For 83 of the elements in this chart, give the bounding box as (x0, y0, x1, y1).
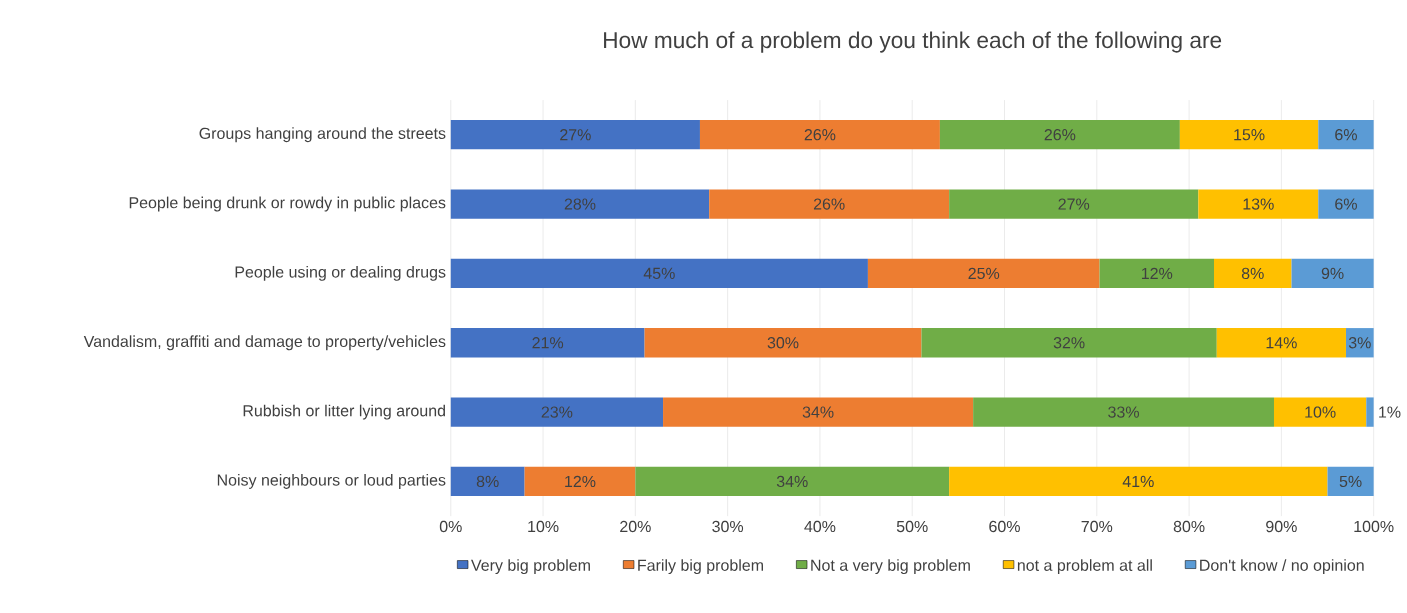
y-tick-label: People being drunk or rowdy in public places (129, 196, 446, 212)
x-tick-label: 20% (620, 520, 651, 532)
x-tick-label: 100% (1354, 520, 1394, 532)
bar (867, 258, 1100, 288)
data-label: 45% (643, 267, 675, 279)
data-label: 13% (1243, 198, 1274, 210)
data-label: 14% (1266, 336, 1297, 349)
bar (699, 119, 940, 150)
data-label: 26% (813, 198, 845, 210)
data-label: 34% (776, 475, 808, 487)
x-tick-label: 80% (1173, 520, 1205, 532)
x-tick-label: 0% (439, 520, 462, 532)
legend-label: not a problem at all (1017, 558, 1152, 574)
legend-label: Farily big problem (638, 558, 763, 574)
legend-label: Not a very big problem (811, 558, 970, 574)
bar (1318, 119, 1374, 150)
x-tick-label: 40% (804, 520, 836, 532)
data-label: 5% (1339, 475, 1362, 487)
bar (1291, 258, 1374, 288)
y-tick-label: Vandalism, graffiti and damage to property/vehicles (83, 335, 446, 350)
data-label: 33% (1108, 406, 1139, 418)
bar (1216, 327, 1346, 358)
bar (921, 327, 1217, 358)
legend-label: Don't know / no opinion (1200, 558, 1364, 574)
bar (1214, 258, 1292, 288)
bar (709, 189, 950, 219)
data-label: 12% (565, 475, 596, 487)
bar (450, 119, 700, 150)
bar (1318, 189, 1374, 219)
data-label: 9% (1321, 267, 1344, 279)
chart-title: How much of a problem do you think each of the following are (604, 31, 1222, 53)
data-label: 27% (560, 128, 591, 141)
bar (450, 397, 664, 427)
bar (450, 327, 645, 358)
x-tick-label: 70% (1081, 520, 1113, 532)
x-tick-label: 30% (712, 520, 744, 532)
data-label: 27% (1058, 198, 1090, 210)
bar (1198, 189, 1319, 219)
data-label: 41% (1122, 475, 1154, 487)
data-label: 3% (1348, 336, 1371, 349)
bar (1345, 327, 1374, 358)
x-tick-label: 10% (528, 520, 559, 532)
data-label: 34% (802, 406, 834, 418)
data-label: 6% (1335, 128, 1357, 141)
y-tick-label: Rubbish or litter lying around (243, 404, 445, 420)
bar (450, 466, 525, 496)
data-label: 15% (1234, 128, 1265, 141)
bar (1099, 258, 1214, 288)
x-tick-label: 90% (1266, 520, 1297, 532)
data-label: 25% (968, 267, 1000, 279)
data-label: 30% (767, 336, 799, 349)
data-label: 8% (1241, 267, 1264, 279)
bar (1179, 119, 1319, 150)
bar (949, 189, 1199, 219)
data-label: 6% (1335, 198, 1357, 210)
y-tick-label: People using or dealing drugs (235, 265, 446, 281)
legend-label: Very big problem (471, 558, 590, 574)
data-label: 21% (532, 336, 564, 349)
bar (450, 189, 710, 219)
bar (1273, 397, 1367, 427)
data-label: 26% (804, 128, 836, 141)
y-tick-label: Groups hanging around the streets (199, 127, 446, 142)
bar (635, 466, 950, 496)
data-label: 26% (1044, 128, 1076, 141)
data-label: 12% (1141, 267, 1173, 279)
data-label: 10% (1305, 406, 1336, 418)
bar (644, 327, 922, 358)
data-label: 23% (541, 406, 573, 418)
bar (1366, 397, 1374, 427)
data-label: 28% (564, 198, 596, 210)
data-label: 1% (1379, 406, 1401, 418)
y-tick-label: Noisy neighbours or loud parties (217, 473, 446, 489)
bar (949, 466, 1328, 496)
bar (663, 397, 974, 427)
bar (450, 258, 868, 288)
data-label: 32% (1053, 336, 1085, 349)
bar (939, 119, 1180, 150)
bar (1327, 466, 1374, 496)
x-tick-label: 60% (989, 520, 1020, 532)
bar (524, 466, 636, 496)
bar (973, 397, 1274, 427)
x-tick-label: 50% (896, 520, 928, 532)
data-label: 8% (476, 475, 499, 487)
